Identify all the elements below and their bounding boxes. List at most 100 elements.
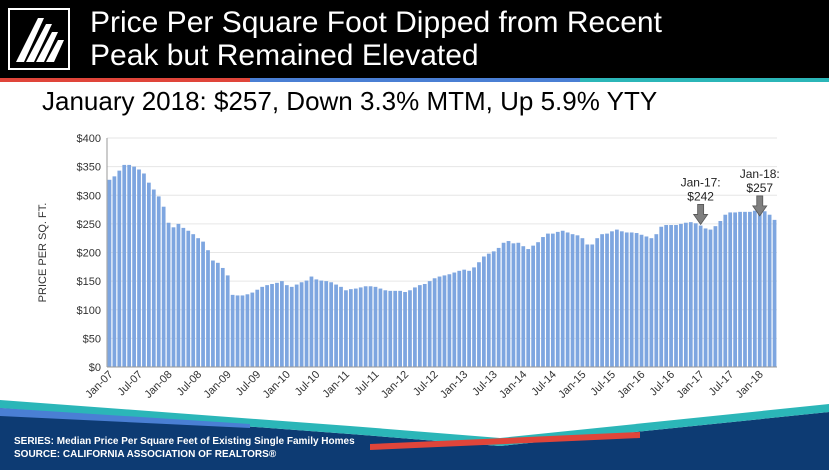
bar [723, 214, 728, 367]
y-tick-label: $50 [83, 333, 101, 345]
bar [122, 164, 127, 367]
bar [432, 278, 437, 367]
bar [560, 230, 565, 367]
bar [393, 290, 398, 367]
bar [531, 245, 536, 367]
x-tick-label: Jan-10 [261, 369, 293, 401]
bar [186, 230, 191, 367]
x-tick-label: Jul-12 [411, 369, 441, 399]
x-tick-label: Jul-10 [293, 369, 323, 399]
bar [550, 233, 555, 367]
y-tick-label: $0 [89, 362, 101, 374]
x-tick-label: Jul-15 [588, 369, 618, 399]
bar [427, 281, 432, 367]
bar [398, 290, 402, 367]
bar [447, 274, 452, 367]
bar [363, 286, 368, 367]
bar [610, 231, 614, 367]
bar [615, 229, 619, 367]
bar [664, 225, 669, 367]
down-arrow-icon [692, 204, 709, 226]
bar [644, 236, 649, 367]
bar [422, 283, 427, 367]
x-tick-label: Jan-14 [497, 369, 529, 401]
y-tick-label: $350 [77, 162, 101, 174]
bar [733, 212, 737, 367]
bar [403, 292, 407, 367]
source-note: SOURCE: CALIFORNIA ASSOCIATION OF REALTO… [14, 449, 277, 460]
bar [284, 285, 289, 367]
bar [506, 241, 511, 367]
bar [413, 287, 417, 367]
bar [629, 232, 634, 367]
bar [659, 226, 664, 367]
header-accent-stripe [0, 78, 829, 82]
bar [762, 211, 767, 367]
chart-subtitle: January 2018: $257, Down 3.3% MTM, Up 5.… [42, 86, 658, 116]
bar [491, 251, 496, 367]
bar [585, 244, 590, 367]
bar [541, 237, 545, 367]
bar [669, 225, 673, 367]
bar [225, 275, 230, 367]
bar [383, 290, 388, 367]
bar [605, 233, 609, 367]
bar [339, 286, 343, 367]
x-tick-label: Jul-08 [175, 369, 205, 399]
bar [324, 281, 329, 367]
bar [619, 231, 624, 367]
bar [772, 219, 777, 367]
bar [206, 250, 210, 367]
bar [245, 294, 250, 367]
bar [275, 282, 279, 367]
bar [679, 223, 683, 367]
bar [462, 269, 467, 367]
bar [649, 238, 654, 367]
bar [107, 179, 112, 367]
bar [600, 234, 604, 367]
bar [368, 286, 373, 367]
x-tick-label: Jul-16 [648, 369, 678, 399]
bar [334, 284, 338, 367]
bar [270, 283, 274, 367]
bar [191, 234, 196, 367]
x-tick-label: Jan-18 [734, 369, 766, 401]
bar [590, 244, 595, 367]
bar [147, 182, 151, 367]
bar [565, 232, 570, 367]
x-tick-label: Jan-12 [379, 369, 411, 401]
y-tick-label: $400 [77, 133, 101, 145]
bar [215, 262, 220, 367]
bar [757, 207, 762, 367]
bar [501, 242, 506, 367]
bar [728, 212, 733, 367]
bar [521, 246, 526, 367]
bar [570, 234, 575, 367]
bar [309, 276, 314, 367]
bar [575, 235, 580, 367]
bar [344, 290, 348, 367]
bar [117, 170, 122, 367]
x-tick-label: Jan-13 [438, 369, 470, 401]
bar [171, 227, 176, 367]
bar [546, 233, 550, 367]
bar [654, 234, 659, 367]
price-chart: $0$50$100$150$200$250$300$350$400 Jan-07… [37, 133, 780, 401]
bar [496, 247, 501, 367]
bar [743, 211, 747, 367]
bar [299, 282, 304, 367]
annotation: Jan-18:$257 [740, 167, 780, 217]
bar [442, 275, 447, 367]
bar [708, 229, 713, 367]
title-line-2: Peak but Remained Elevated [90, 39, 479, 72]
y-tick-label: $100 [77, 305, 101, 317]
bar [265, 285, 269, 367]
bar [698, 225, 703, 367]
bar [166, 222, 171, 367]
x-tick-label: Jul-11 [353, 369, 382, 398]
bar [176, 223, 181, 367]
x-tick-label: Jul-17 [707, 369, 737, 399]
x-tick-label: Jan-17 [674, 369, 706, 401]
bar [201, 241, 205, 367]
bar [595, 238, 600, 367]
